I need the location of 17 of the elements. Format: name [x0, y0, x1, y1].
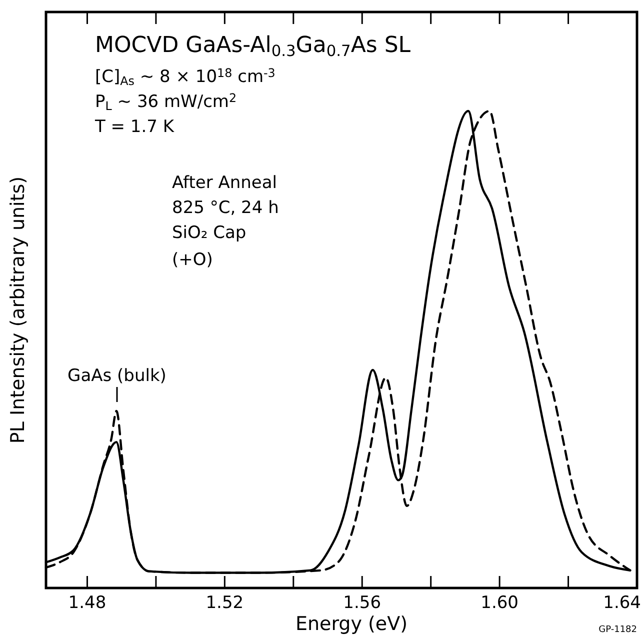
annotation: T = 1.7 K: [94, 117, 175, 137]
chart-title: MOCVD GaAs-Al$_{0.3}$Ga$_{0.7}$As SL: [95, 33, 412, 60]
annotation: P$_{L}$ ~ 36 mW/cm$^{2}$: [95, 90, 237, 113]
annotation: (+O): [172, 250, 213, 270]
annotation: After Anneal: [172, 173, 278, 193]
y-axis-title: PL Intensity (arbitrary units): [7, 176, 29, 444]
x-tick-label: 1.48: [68, 593, 106, 613]
x-axis-title: Energy (eV): [295, 613, 408, 635]
annotation: GaAs (bulk): [68, 366, 166, 386]
x-tick-label: 1.56: [343, 593, 382, 613]
text: GP-1182: [598, 625, 637, 635]
x-tick-label: 1.60: [480, 593, 518, 613]
annotation: SiO₂ Cap: [172, 223, 246, 243]
annotation: 825 °C, 24 h: [172, 198, 279, 218]
x-tick-label: 1.52: [206, 593, 244, 613]
x-tick-label: 1.64: [603, 593, 641, 613]
text: [C]$_{As}$ ~ 8 × 10$^{18}$ cm$^{-3}$: [95, 66, 276, 88]
